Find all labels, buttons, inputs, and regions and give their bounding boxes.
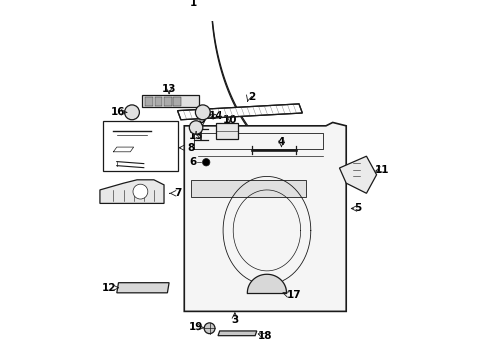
Bar xyxy=(164,98,172,105)
Text: 14: 14 xyxy=(209,111,223,121)
Polygon shape xyxy=(117,283,169,293)
Text: 1: 1 xyxy=(189,0,196,8)
Text: 11: 11 xyxy=(375,165,390,175)
Polygon shape xyxy=(184,122,346,311)
Polygon shape xyxy=(100,180,164,203)
Circle shape xyxy=(204,323,215,334)
Text: 5: 5 xyxy=(354,203,362,213)
Text: 6: 6 xyxy=(189,157,196,167)
Circle shape xyxy=(189,121,203,134)
Text: 4: 4 xyxy=(278,137,285,147)
Text: 13: 13 xyxy=(162,84,176,94)
Text: 12: 12 xyxy=(102,283,117,293)
Circle shape xyxy=(202,158,210,166)
Bar xyxy=(146,98,153,105)
Text: 17: 17 xyxy=(287,290,301,300)
Circle shape xyxy=(196,105,210,120)
Bar xyxy=(173,98,181,105)
Text: 16: 16 xyxy=(111,107,125,117)
Circle shape xyxy=(124,105,139,120)
Text: 9: 9 xyxy=(198,116,205,125)
Bar xyxy=(216,123,238,139)
Polygon shape xyxy=(142,95,199,107)
Polygon shape xyxy=(340,156,377,193)
Polygon shape xyxy=(218,331,257,336)
Text: 10: 10 xyxy=(222,116,237,125)
Text: 18: 18 xyxy=(258,331,272,341)
Text: 15: 15 xyxy=(189,131,203,141)
Bar xyxy=(103,121,177,171)
Text: 3: 3 xyxy=(231,315,239,325)
Text: 8: 8 xyxy=(187,143,195,153)
Text: 19: 19 xyxy=(189,322,203,332)
Text: 2: 2 xyxy=(248,92,255,102)
Bar xyxy=(128,92,208,127)
Bar xyxy=(154,98,162,105)
Polygon shape xyxy=(191,180,306,197)
Circle shape xyxy=(133,184,148,199)
Polygon shape xyxy=(177,104,302,120)
Text: 7: 7 xyxy=(174,188,181,198)
